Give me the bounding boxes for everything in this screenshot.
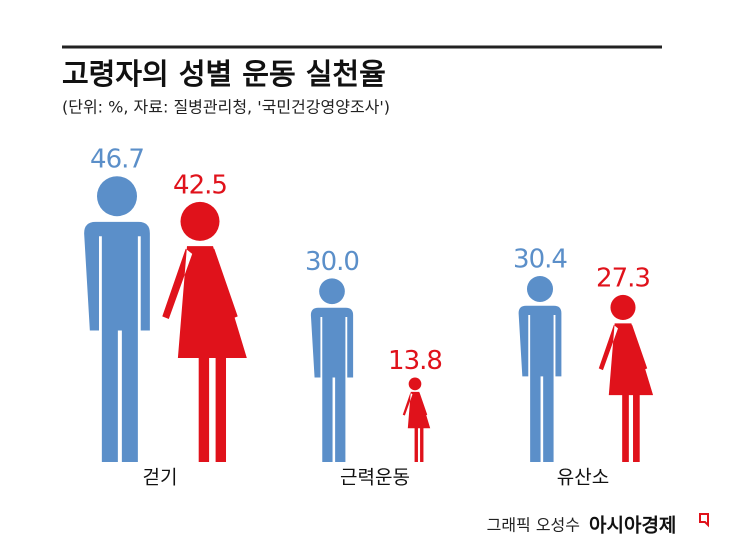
person-icon — [84, 176, 150, 463]
person-icon — [162, 201, 247, 462]
value-label: 46.7 — [90, 145, 144, 175]
value-label: 27.3 — [596, 263, 650, 293]
person-icon — [518, 275, 562, 462]
person-icon — [598, 294, 654, 462]
person-icon — [402, 377, 431, 462]
x-tick-label: 걷기 — [143, 467, 178, 489]
value-label: 30.4 — [513, 244, 567, 274]
brand: 아시아경제 — [589, 515, 676, 537]
person-icon — [310, 278, 354, 462]
value-label: 30.0 — [305, 247, 359, 277]
chart-title: 고령자의 성별 운동 실천율 — [62, 57, 386, 91]
x-tick-label: 근력운동 — [340, 467, 410, 489]
brand-icon — [699, 513, 709, 528]
x-tick-label: 유산소 — [557, 467, 609, 489]
value-label: 13.8 — [388, 346, 442, 376]
chart-subtitle: (단위: %, 자료: 질병관리청, '국민건강영양조사') — [62, 98, 390, 117]
credit: 그래픽 오성수 — [487, 516, 580, 535]
value-label: 42.5 — [173, 170, 227, 200]
